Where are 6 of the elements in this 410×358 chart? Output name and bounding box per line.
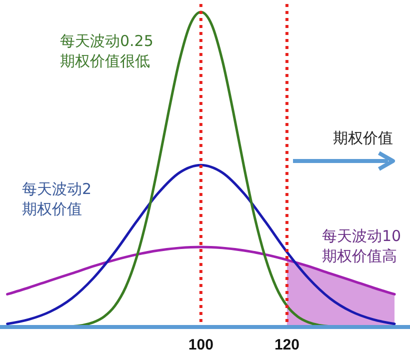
annotation: 每天波动2 期权价值 [22, 180, 92, 218]
x-tick-label: 120 [274, 336, 300, 354]
x-tick-label: 100 [188, 336, 214, 354]
annotation: 期权价值 [333, 129, 393, 147]
annotation: 每天波动10 期权价值高 [322, 227, 402, 265]
annotation: 每天波动0.25 期权价值很低 [60, 32, 154, 70]
